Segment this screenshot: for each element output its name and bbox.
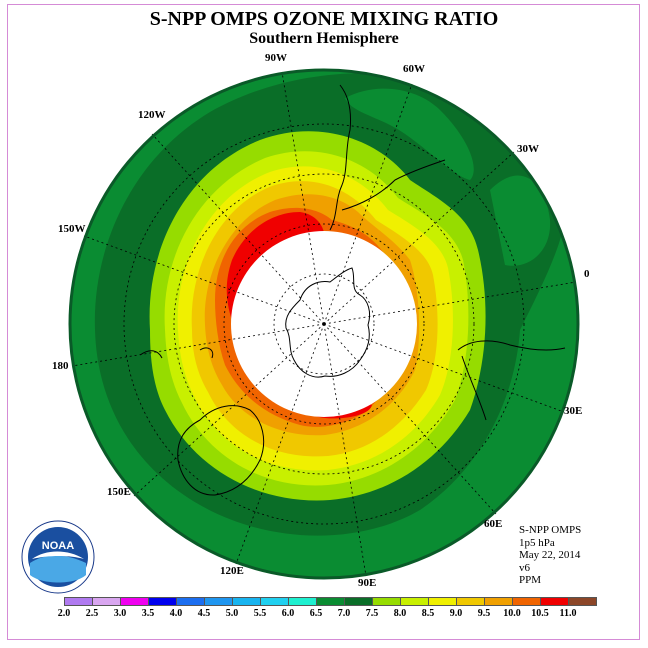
colorbar-tick-label: 8.0 xyxy=(393,608,407,619)
lon-label-180: 180 xyxy=(52,360,69,372)
data-units: PPM xyxy=(519,574,542,586)
new-zealand-coast xyxy=(139,347,214,359)
colorbar-swatch xyxy=(316,597,345,606)
lon-label-120e: 120E xyxy=(220,565,244,577)
colorbar-tick-label: 2.0 xyxy=(57,608,71,619)
colorbar-tick-label: 5.5 xyxy=(253,608,267,619)
zone-green-lobe-2 xyxy=(490,175,551,266)
lon-label-150e: 150E xyxy=(107,486,131,498)
colorbar-tick-label: 6.0 xyxy=(281,608,295,619)
colorbar-tick-label: 8.5 xyxy=(421,608,435,619)
colorbar-swatch xyxy=(120,597,149,606)
noaa-logo: NOAA xyxy=(21,520,95,594)
pressure-level: 1p5 hPa xyxy=(519,536,555,549)
colorbar-tick-label: 10.5 xyxy=(531,608,549,619)
antarctica-coast xyxy=(285,267,371,378)
colorbar-tick-label: 5.0 xyxy=(225,608,239,619)
lon-label-150w: 150W xyxy=(58,223,86,235)
colorbar-tick-label: 7.5 xyxy=(365,608,379,619)
colorbar-tick-label: 7.0 xyxy=(337,608,351,619)
colorbar-tick-label: 3.5 xyxy=(141,608,155,619)
colorbar-tick-label: 9.0 xyxy=(449,608,463,619)
lon-label-90w: 90W xyxy=(265,52,287,64)
colorbar-tick-label: 4.5 xyxy=(197,608,211,619)
lon-label-0: 0 xyxy=(584,268,590,280)
colorbar-swatch xyxy=(92,597,121,606)
south-america-coast xyxy=(329,84,446,231)
colorbar-tick-label: 3.0 xyxy=(113,608,127,619)
lon-label-120w: 120W xyxy=(138,109,166,121)
australia-coast xyxy=(177,405,265,496)
lon-label-60w: 60W xyxy=(403,63,425,75)
logo-text: NOAA xyxy=(42,540,74,552)
colorbar-swatch xyxy=(456,597,485,606)
plot-frame xyxy=(7,4,640,640)
colorbar-swatch xyxy=(148,597,177,606)
colorbar-swatch xyxy=(204,597,233,606)
colorbar-tick-label: 10.0 xyxy=(503,608,521,619)
colorbar-swatch xyxy=(540,597,569,606)
product-info: S-NPP OMPS 1p5 hPa May 22, 2014 v6 PPM xyxy=(519,524,581,587)
colorbar-tick-label: 6.5 xyxy=(309,608,323,619)
colorbar-tick-label: 9.5 xyxy=(477,608,491,619)
colorbar-tick-label: 11.0 xyxy=(559,608,577,619)
colorbar-swatch xyxy=(484,597,513,606)
lon-label-30e: 30E xyxy=(564,405,583,417)
lon-label-30w: 30W xyxy=(517,143,539,155)
coastlines xyxy=(139,84,566,496)
colorbar-swatch xyxy=(344,597,373,606)
lon-label-90e: 90E xyxy=(358,577,377,589)
lon-label-60e: 60E xyxy=(484,518,503,530)
africa-coast xyxy=(457,340,566,421)
colorbar-swatch xyxy=(288,597,317,606)
colorbar xyxy=(64,597,597,606)
map-title: S-NPP OMPS OZONE MIXING RATIO xyxy=(149,8,499,30)
graticule xyxy=(71,71,577,577)
colorbar-swatch xyxy=(568,597,597,606)
colorbar-swatch xyxy=(372,597,401,606)
south-pole-marker xyxy=(322,322,326,326)
colorbar-swatch xyxy=(400,597,429,606)
map-border xyxy=(68,68,580,580)
map-subtitle: Southern Hemisphere xyxy=(249,30,399,47)
colorbar-swatch xyxy=(512,597,541,606)
colorbar-swatch xyxy=(428,597,457,606)
colorbar-swatch xyxy=(64,597,93,606)
colorbar-swatch xyxy=(232,597,261,606)
colorbar-tick-label: 2.5 xyxy=(85,608,99,619)
data-version: v6 xyxy=(519,561,530,574)
instrument-name: S-NPP OMPS xyxy=(519,524,582,536)
colorbar-tick-label: 4.0 xyxy=(169,608,183,619)
zone-green-lobe xyxy=(345,88,474,180)
colorbar-swatch xyxy=(176,597,205,606)
colorbar-swatch xyxy=(260,597,289,606)
observation-date: May 22, 2014 xyxy=(519,549,581,561)
